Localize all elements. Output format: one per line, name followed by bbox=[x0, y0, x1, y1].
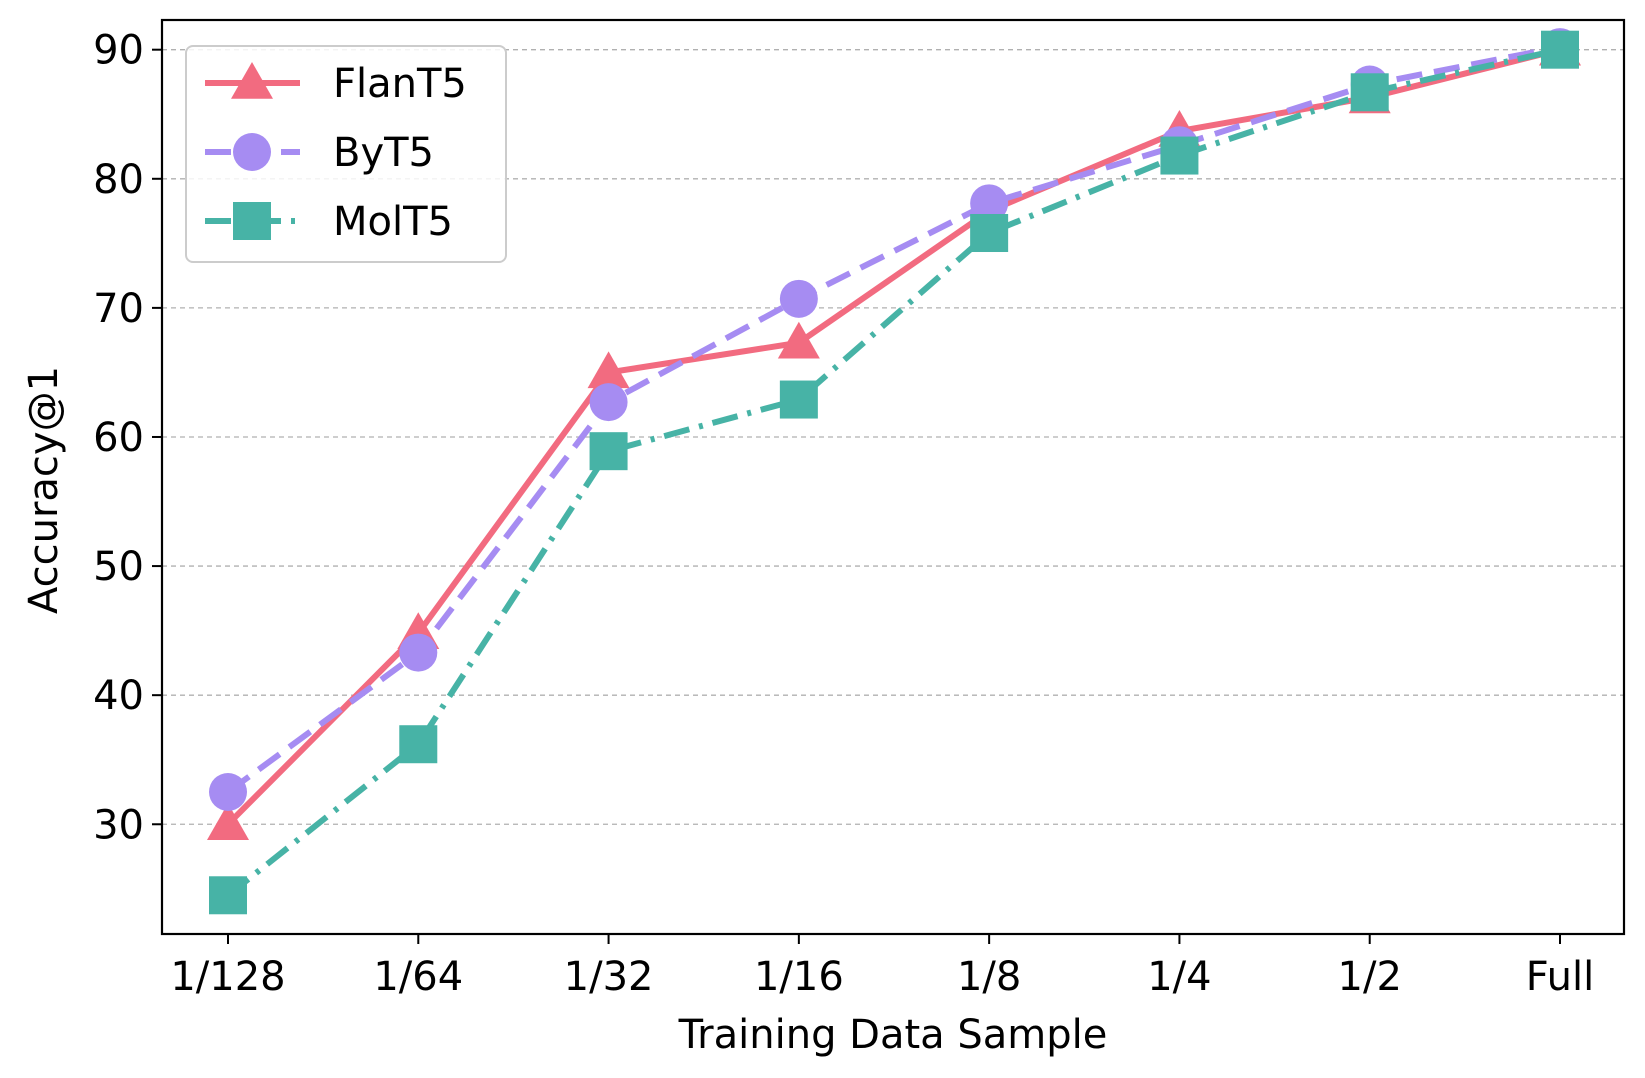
y-tick-label-90: 90 bbox=[93, 28, 144, 74]
data-point-molt5-2 bbox=[589, 432, 628, 471]
plot-frame bbox=[160, 18, 1626, 936]
data-point-molt5-1 bbox=[399, 725, 438, 764]
legend-label-flant5: FlanT5 bbox=[333, 61, 467, 107]
x-axis-label: Training Data Sample bbox=[678, 1012, 1108, 1058]
data-point-byt5-3 bbox=[779, 279, 818, 318]
series-line-byt5 bbox=[226, 44, 1561, 795]
data-point-byt5-1 bbox=[399, 633, 438, 672]
legend-marker-byt5 bbox=[233, 133, 271, 171]
y-tick-label-80: 80 bbox=[93, 157, 144, 203]
data-point-byt5-0 bbox=[209, 772, 247, 811]
data-point-molt5-4 bbox=[970, 214, 1009, 253]
data-point-flant5-2 bbox=[587, 351, 630, 389]
data-point-molt5-5 bbox=[1160, 136, 1199, 175]
y-tick-label-30: 30 bbox=[93, 802, 144, 848]
data-point-flant5-0 bbox=[207, 803, 249, 841]
legend: FlanT5 ByT5 MolT5 bbox=[185, 45, 507, 263]
series-molt5 bbox=[209, 30, 1579, 915]
y-tick-label-60: 60 bbox=[93, 415, 144, 461]
data-point-molt5-6 bbox=[1350, 73, 1389, 112]
legend-entry-molt5: MolT5 bbox=[205, 199, 453, 245]
x-tick-label-3: 1/16 bbox=[754, 954, 844, 1000]
x-tick-label-4: 1/8 bbox=[957, 954, 1021, 1000]
y-axis-label: Accuracy@1 bbox=[21, 366, 67, 614]
axes: 30 40 50 60 70 80 90 1/128 1/64 1/32 1/16 1/8 1/4 1/2… bbox=[93, 18, 1626, 1000]
legend-marker-flant5 bbox=[231, 62, 273, 99]
x-tick-label-5: 1/4 bbox=[1147, 954, 1211, 1000]
series-lines bbox=[207, 28, 1581, 915]
y-tick-label-40: 40 bbox=[93, 673, 144, 719]
data-point-molt5-7 bbox=[1541, 30, 1579, 69]
y-tick-label-50: 50 bbox=[93, 544, 144, 590]
x-tick-label-2: 1/32 bbox=[564, 954, 654, 1000]
legend-marker-molt5 bbox=[233, 202, 271, 240]
legend-label-byt5: ByT5 bbox=[333, 130, 434, 176]
legend-entry-flant5: FlanT5 bbox=[205, 61, 467, 107]
legend-entry-byt5: ByT5 bbox=[205, 130, 434, 176]
series-line-molt5 bbox=[226, 46, 1561, 898]
x-tick-label-7: Full bbox=[1526, 954, 1594, 1000]
data-point-flant5-3 bbox=[777, 321, 820, 359]
x-tick-label-0: 1/128 bbox=[170, 954, 285, 1000]
data-point-byt5-4 bbox=[970, 184, 1009, 223]
legend-label-molt5: MolT5 bbox=[333, 199, 453, 245]
x-tick-label-1: 1/64 bbox=[373, 954, 463, 1000]
data-point-molt5-3 bbox=[779, 380, 818, 419]
data-point-byt5-2 bbox=[589, 383, 628, 422]
y-tick-label-70: 70 bbox=[93, 286, 144, 332]
data-point-molt5-0 bbox=[209, 876, 247, 915]
x-tick-label-6: 1/2 bbox=[1338, 954, 1402, 1000]
